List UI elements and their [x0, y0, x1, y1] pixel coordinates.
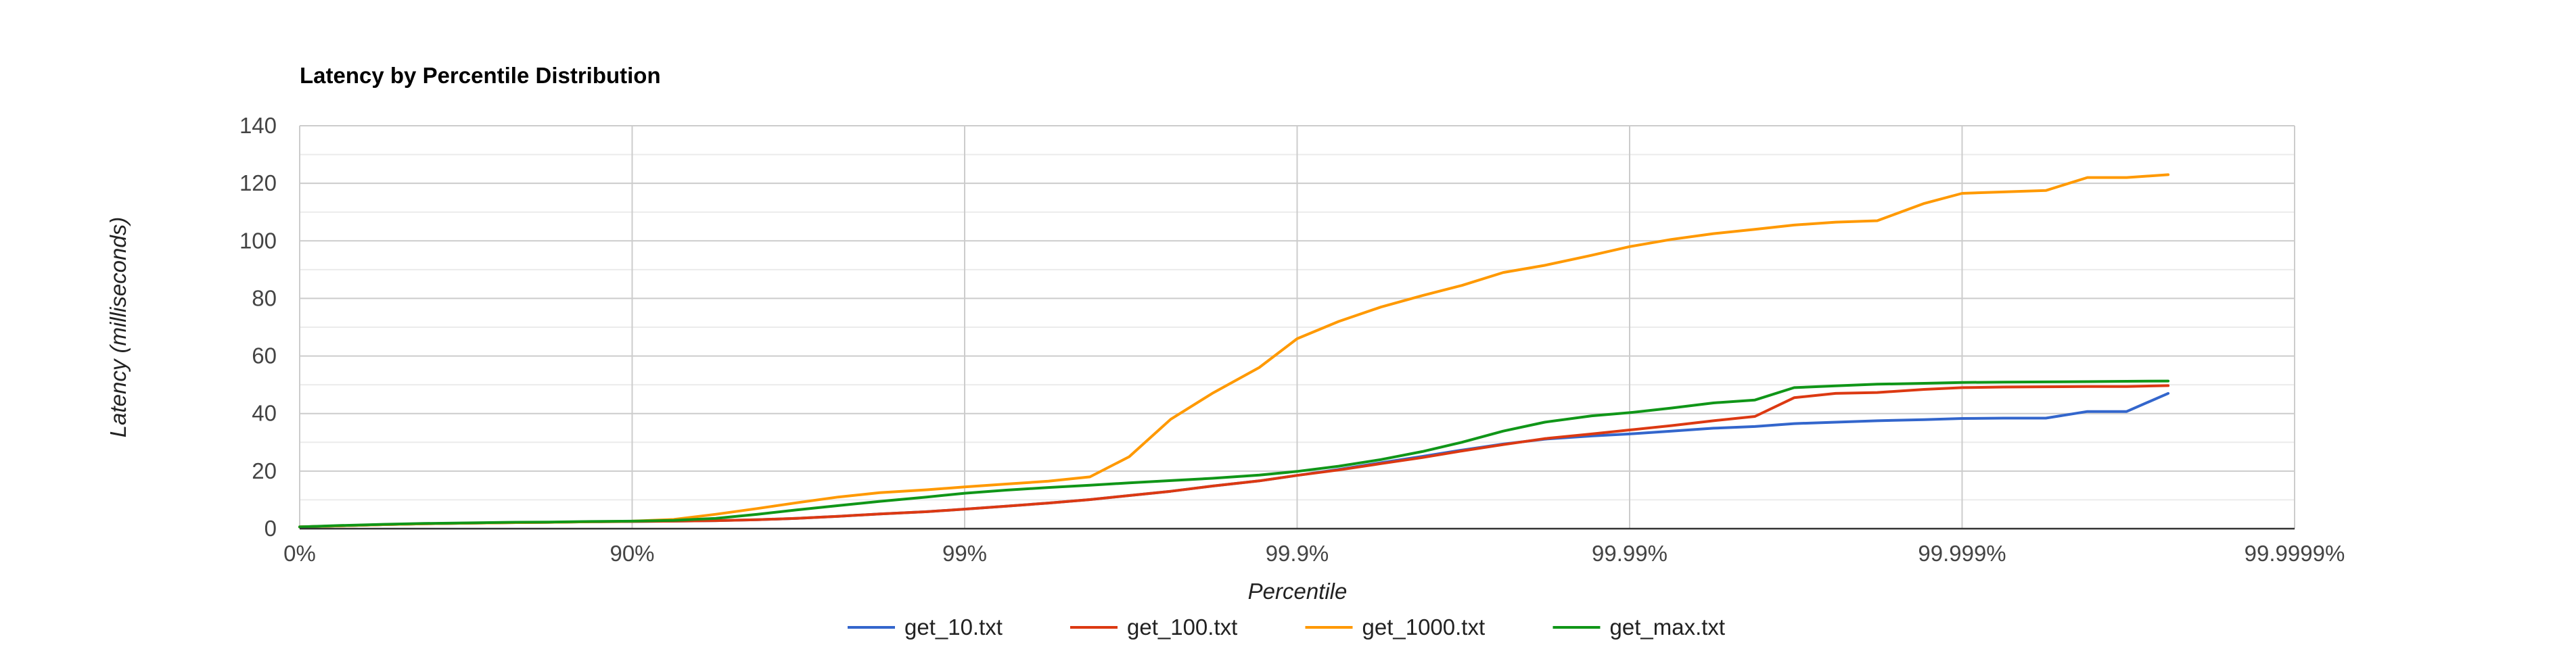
series-line-get-1000-txt — [298, 173, 2170, 529]
legend-label: get_100.txt — [1127, 615, 1237, 640]
x-tick-label: 99% — [942, 541, 987, 566]
legend-label: get_max.txt — [1610, 615, 1726, 640]
x-tick-label: 99.9999% — [2245, 541, 2345, 566]
y-tick-label: 20 — [252, 458, 277, 483]
grid — [299, 125, 2295, 529]
series-line-get-max-txt — [298, 379, 2170, 529]
legend-label: get_1000.txt — [1362, 615, 1486, 640]
y-tick-label: 60 — [252, 343, 277, 368]
y-tick-label: 120 — [239, 170, 277, 195]
series-line-get-100-txt — [298, 384, 2170, 529]
x-axis-ticks: 0% 90% 99% 99.9% 99.99% 99.999% 99.9999% — [283, 541, 2345, 566]
x-tick-label: 0% — [283, 541, 316, 566]
y-axis-label: Latency (milliseconds) — [106, 217, 131, 437]
legend-item: get_max.txt — [1552, 615, 1726, 640]
y-tick-label: 140 — [239, 113, 277, 138]
legend-item: get_1000.txt — [1305, 615, 1486, 640]
x-tick-label: 99.999% — [1918, 541, 2006, 566]
x-tick-label: 99.99% — [1592, 541, 1668, 566]
x-axis-label: Percentile — [1248, 579, 1348, 604]
y-tick-label: 100 — [239, 228, 277, 253]
y-axis-ticks: 0 20 40 60 80 100 120 140 — [239, 113, 277, 541]
y-tick-label: 40 — [252, 401, 277, 426]
x-tick-label: 90% — [610, 541, 654, 566]
legend-item: get_100.txt — [1070, 615, 1237, 640]
legend-item: get_10.txt — [848, 615, 1003, 640]
chart-title: Latency by Percentile Distribution — [300, 63, 661, 88]
series-lines — [298, 173, 2170, 529]
y-tick-label: 0 — [264, 516, 277, 541]
y-tick-label: 80 — [252, 285, 277, 310]
legend-label: get_10.txt — [904, 615, 1003, 640]
x-tick-label: 99.9% — [1266, 541, 1329, 566]
legend: get_10.txt get_100.txt get_1000.txt get_max… — [848, 615, 1725, 640]
